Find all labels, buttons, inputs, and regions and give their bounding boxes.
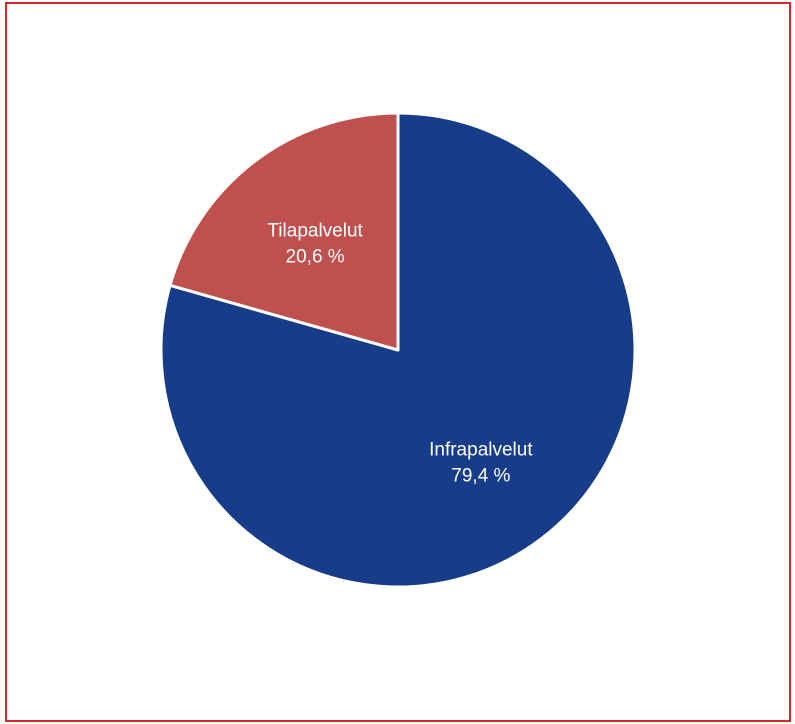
pie-slices	[159, 111, 637, 589]
slice-name-label: Tilapalvelut	[267, 220, 363, 241]
slice-labels: Infrapalvelut 79,4 % Tilapalvelut 20,6 %	[267, 220, 533, 486]
pie-slice-infrapalvelut	[159, 111, 637, 589]
slice-value-label: 79,4 %	[451, 466, 510, 487]
slice-value-label: 20,6 %	[286, 246, 345, 267]
pie-slice-tilapalvelut	[168, 111, 400, 352]
slice-name-label: Infrapalvelut	[429, 440, 533, 461]
